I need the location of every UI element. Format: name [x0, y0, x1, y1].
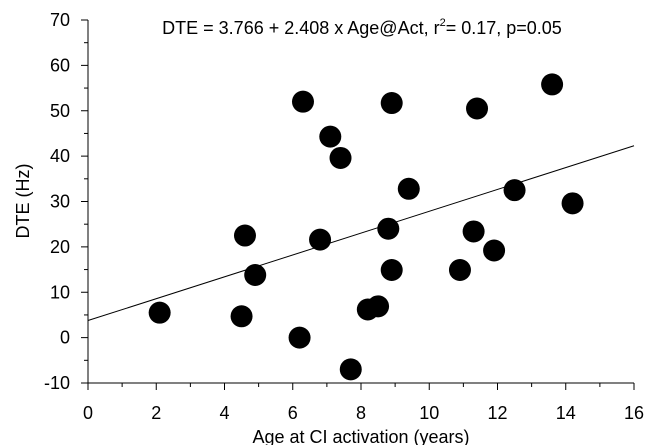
- data-points: [148, 73, 584, 381]
- data-point: [339, 358, 362, 381]
- chart-title-superscript: 2: [440, 17, 446, 29]
- data-point: [503, 179, 526, 202]
- data-point: [288, 326, 311, 349]
- data-point: [380, 92, 403, 115]
- data-point: [462, 220, 485, 243]
- data-point: [230, 305, 253, 328]
- chart-title-rest: = 0.17, p=0.05: [446, 18, 562, 38]
- x-tick-label: 4: [219, 403, 229, 423]
- y-tick-label: -10: [44, 373, 70, 393]
- data-point: [466, 97, 489, 120]
- data-point: [244, 264, 267, 287]
- y-tick-label: 30: [50, 192, 70, 212]
- data-point: [448, 259, 471, 282]
- data-point: [377, 217, 400, 240]
- x-tick-label: 2: [151, 403, 161, 423]
- y-tick-label: 60: [50, 55, 70, 75]
- data-point: [561, 192, 584, 215]
- x-tick-label: 0: [83, 403, 93, 423]
- data-point: [148, 301, 171, 324]
- y-ticks: -10 0 10 20 30 40 50 60 70: [44, 10, 88, 393]
- data-point: [367, 295, 390, 318]
- y-tick-label: 20: [50, 237, 70, 257]
- data-point: [291, 90, 314, 113]
- data-point: [541, 73, 564, 96]
- y-tick-label: 10: [50, 282, 70, 302]
- x-tick-label: 6: [288, 403, 298, 423]
- x-tick-label: 12: [487, 403, 507, 423]
- data-point: [329, 146, 352, 169]
- y-tick-label: 0: [60, 328, 70, 348]
- data-point: [233, 224, 256, 247]
- data-point: [380, 259, 403, 282]
- x-ticks: 0 2 4 6 8 10 12 14 16: [83, 383, 644, 423]
- x-tick-label: 8: [356, 403, 366, 423]
- x-tick-label: 14: [556, 403, 576, 423]
- data-point: [309, 228, 332, 251]
- y-tick-label: 70: [50, 10, 70, 30]
- y-axis-label: DTE (Hz): [13, 164, 33, 239]
- regression-line: [87, 145, 635, 322]
- x-tick-label: 16: [624, 403, 644, 423]
- y-tick-label: 50: [50, 101, 70, 121]
- data-point: [483, 239, 506, 262]
- x-axis-label: Age at CI activation (years): [252, 427, 469, 445]
- data-point: [319, 125, 342, 148]
- y-tick-label: 40: [50, 146, 70, 166]
- chart-title-main: DTE = 3.766 + 2.408 x Age@Act, r: [162, 18, 439, 38]
- chart-title: DTE = 3.766 + 2.408 x Age@Act, r2= 0.17,…: [162, 17, 562, 38]
- x-tick-label: 10: [419, 403, 439, 423]
- data-point: [397, 177, 420, 200]
